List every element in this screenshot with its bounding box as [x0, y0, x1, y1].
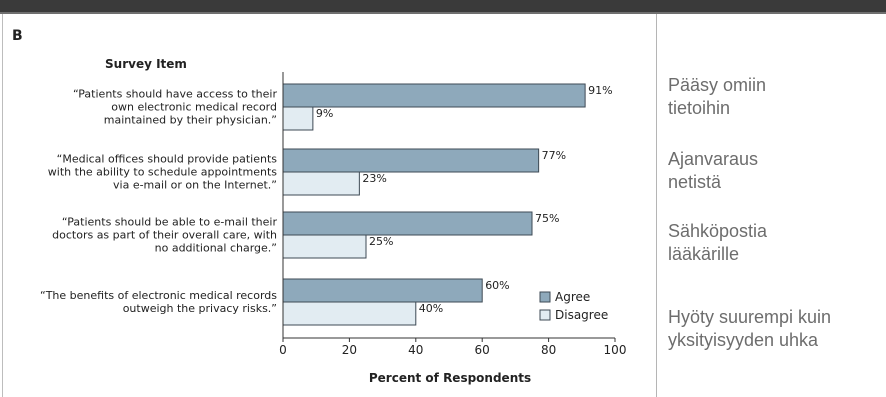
annotation-2: Ajanvaraus netistä	[668, 148, 886, 194]
value-label-agree-4: 60%	[485, 279, 509, 292]
category-label-2-line-2: with the ability to schedule appointment…	[48, 166, 277, 179]
bar-agree-1	[282, 83, 586, 108]
category-label-2-line-1: “Medical offices should provide patients	[57, 153, 278, 166]
category-label-1-line-2: own electronic medical record	[111, 101, 277, 114]
bar-agree-4	[282, 278, 483, 303]
annotation-4: Hyöty suurempi kuin yksityisyyden uhka	[668, 306, 886, 352]
value-label-disagree-4: 40%	[419, 302, 443, 315]
annotation-3-line-1: Sähköpostia	[668, 221, 768, 241]
category-label-4-line-1: “The benefits of electronic medical reco…	[40, 289, 277, 302]
panel-left-border	[2, 14, 3, 397]
category-label-4-line-2: outweigh the privacy risks.”	[123, 302, 277, 315]
bar-disagree-4	[282, 301, 417, 326]
window-top-border	[0, 12, 886, 14]
x-tick-label-20: 20	[342, 343, 357, 357]
panel-divider	[656, 14, 657, 397]
bar-agree-2	[282, 148, 540, 173]
x-tick-label-40: 40	[408, 343, 423, 357]
value-label-disagree-1: 9%	[316, 107, 333, 120]
x-axis-title: Percent of Respondents	[369, 371, 531, 385]
annotation-1-line-1: Pääsy omiin	[668, 75, 767, 95]
value-label-agree-3: 75%	[535, 212, 559, 225]
value-label-disagree-2: 23%	[362, 172, 386, 185]
legend-swatch-agree	[539, 291, 551, 303]
value-label-agree-2: 77%	[542, 149, 566, 162]
annotation-2-line-1: Ajanvaraus	[668, 149, 759, 169]
x-tick-label-0: 0	[279, 343, 287, 357]
x-tick-label-100: 100	[604, 343, 627, 357]
value-label-agree-1: 91%	[588, 84, 612, 97]
annotation-1: Pääsy omiin tietoihin	[668, 74, 886, 120]
value-label-disagree-3: 25%	[369, 235, 393, 248]
annotation-1-line-2: tietoihin	[668, 98, 731, 118]
annotation-4-line-1: Hyöty suurempi kuin	[668, 307, 832, 327]
annotation-3: Sähköpostia lääkärille	[668, 220, 886, 266]
category-label-2-line-3: via e-mail or on the Internet.”	[113, 179, 277, 192]
annotation-2-line-2: netistä	[668, 172, 722, 192]
window-top-bar	[0, 0, 886, 12]
category-label-1-line-3: maintained by their physician.”	[104, 114, 277, 127]
category-label-3-line-1: “Patients should be able to e-mail their	[62, 216, 278, 229]
legend-swatch-disagree	[539, 309, 551, 321]
panel-label: B	[12, 28, 23, 44]
x-tick-label-60: 60	[475, 343, 490, 357]
annotation-3-line-2: lääkärille	[668, 244, 740, 264]
legend-label-disagree: Disagree	[555, 308, 608, 322]
bar-disagree-3	[282, 234, 367, 259]
bar-disagree-1	[282, 106, 314, 131]
bar-disagree-2	[282, 171, 360, 196]
legend-label-agree: Agree	[555, 290, 590, 304]
survey-bar-chart: Survey Item 91% 9% “Patients should have ac…	[40, 57, 627, 385]
annotation-4-line-2: yksityisyyden uhka	[668, 330, 819, 350]
category-label-1-line-1: “Patients should have access to their	[73, 88, 278, 101]
category-header: Survey Item	[105, 57, 187, 71]
category-label-3-line-3: no additional charge.”	[155, 242, 277, 255]
bar-agree-3	[282, 211, 533, 236]
category-label-3-line-2: doctors as part of their overall care, w…	[52, 229, 277, 242]
x-tick-label-80: 80	[541, 343, 556, 357]
